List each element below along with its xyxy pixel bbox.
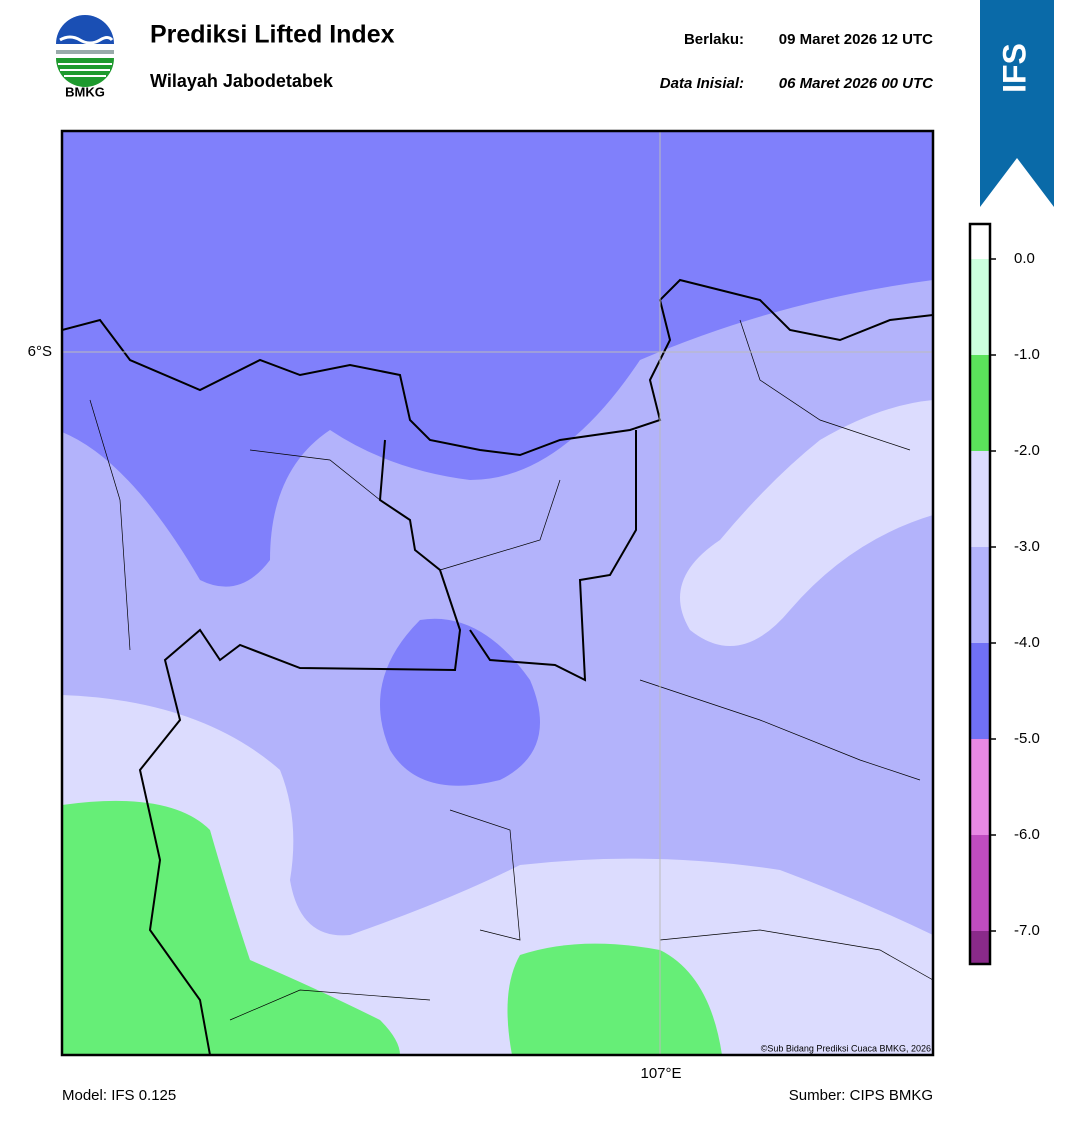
badge — [980, 0, 1054, 207]
lat-label: 6°S — [28, 343, 52, 360]
init-time: 06 Maret 2026 00 UTC — [779, 75, 934, 92]
logo: BMKG — [56, 15, 114, 99]
colorbar-tick-label: 0.0 — [1014, 250, 1035, 267]
logo-text: BMKG — [65, 84, 105, 99]
colorbar-ticks: 0.0 -1.0 -2.0 -3.0 -4.0 -5.0 -6.0 -7.0 — [990, 250, 1040, 939]
model: Model: IFS 0.125 — [62, 1087, 176, 1104]
colorbar-tick-label: -1.0 — [1014, 346, 1040, 363]
title: Prediksi Lifted Index — [150, 21, 395, 49]
colorbar — [968, 222, 992, 966]
colorbar-tick-label: -7.0 — [1014, 922, 1040, 939]
lon-label: 107°E — [640, 1065, 681, 1082]
colorbar-tick-label: -3.0 — [1014, 538, 1040, 555]
credit: ©Sub Bidang Prediksi Cuaca BMKG, 2026 — [761, 1043, 931, 1053]
valid-label: Berlaku: — [684, 31, 744, 48]
colorbar-tick-label: -4.0 — [1014, 634, 1040, 651]
colorbar-tick-label: -2.0 — [1014, 442, 1040, 459]
source: Sumber: CIPS BMKG — [789, 1087, 933, 1104]
valid-time: 09 Maret 2026 12 UTC — [779, 31, 933, 48]
badge-text: IFS — [996, 43, 1032, 93]
map: ©Sub Bidang Prediksi Cuaca BMKG, 2026 — [62, 131, 933, 1055]
map-frame — [60, 129, 935, 1057]
subtitle: Wilayah Jabodetabek — [150, 71, 334, 91]
colorbar-tick-label: -5.0 — [1014, 730, 1040, 747]
init-label: Data Inisial: — [660, 75, 744, 92]
colorbar-tick-label: -6.0 — [1014, 826, 1040, 843]
